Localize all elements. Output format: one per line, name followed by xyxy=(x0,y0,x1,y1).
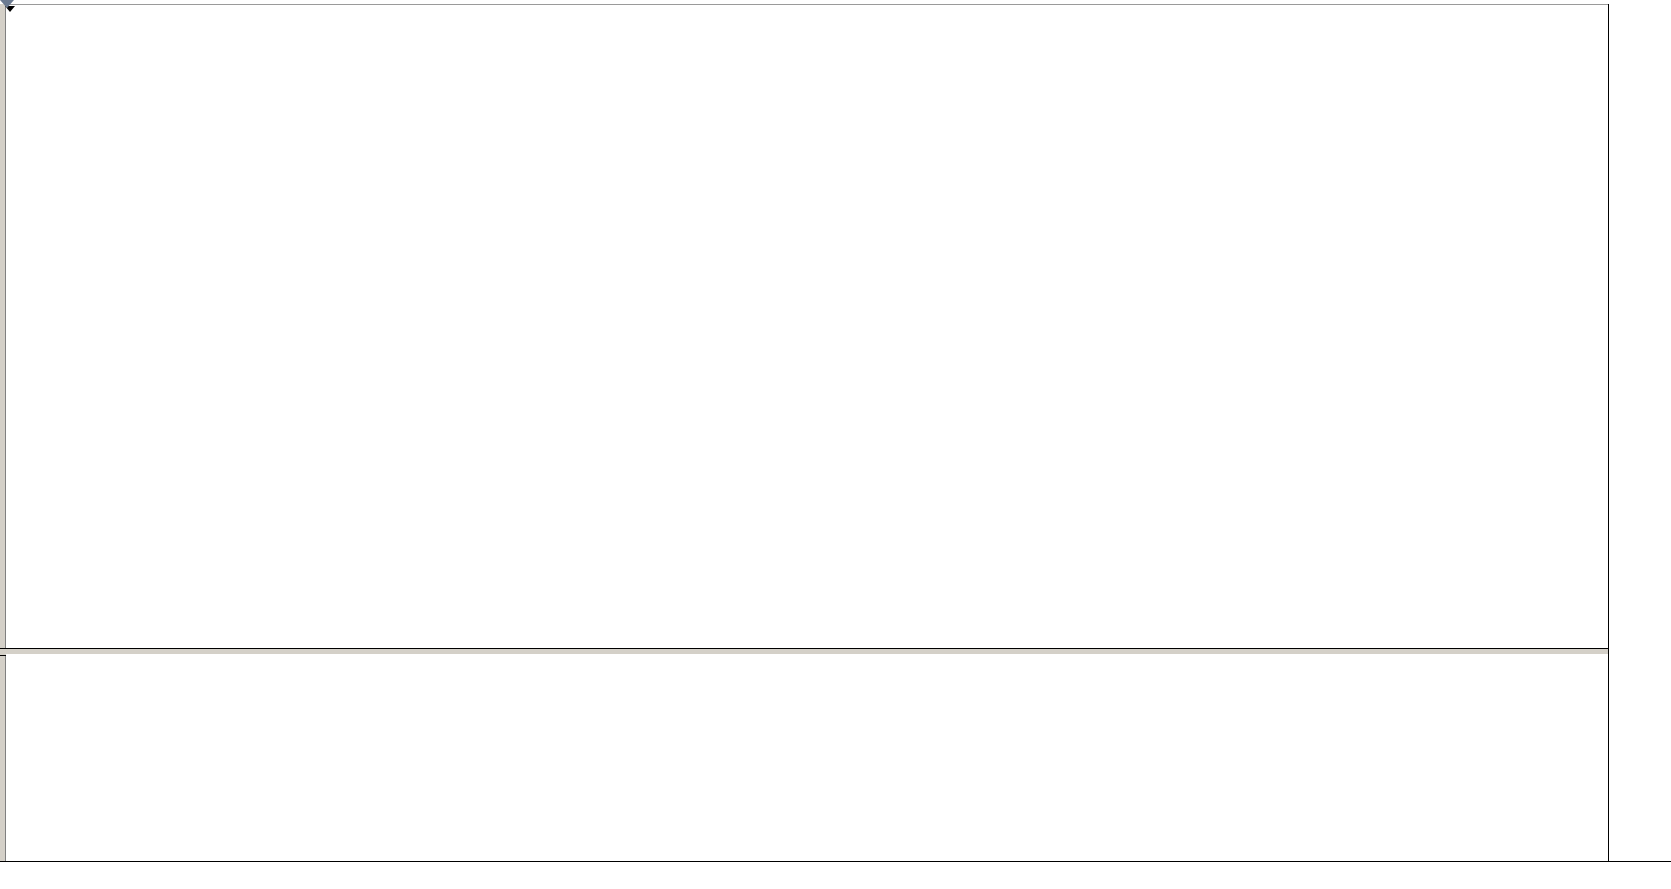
window-top-border xyxy=(0,0,1671,5)
time-axis-border xyxy=(0,861,1671,862)
time-axis[interactable] xyxy=(0,862,1671,889)
left-gutter xyxy=(0,4,6,861)
collapse-triangle-icon[interactable] xyxy=(5,6,15,12)
up-trend-arrow xyxy=(6,5,1608,648)
price-scale[interactable] xyxy=(1609,0,1671,861)
scale-separator xyxy=(1608,4,1609,861)
macd-panel[interactable] xyxy=(6,654,1608,861)
last-bar-marker-icon xyxy=(0,0,14,8)
price-chart-panel[interactable] xyxy=(6,5,1608,648)
macd-signal-line xyxy=(6,654,1608,861)
